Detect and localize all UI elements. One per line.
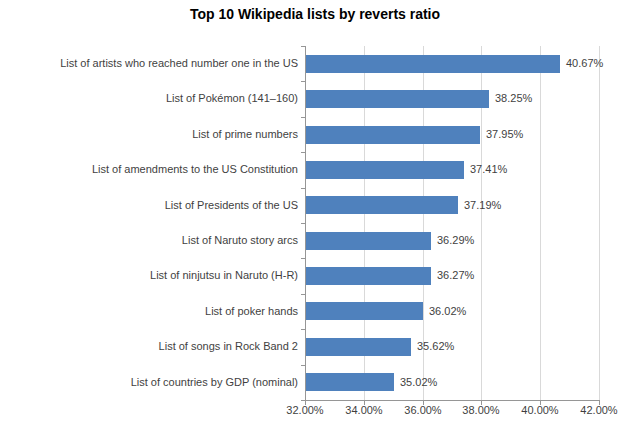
bar-chart: Top 10 Wikipedia lists by reverts ratio … (0, 0, 630, 429)
bar (306, 302, 423, 320)
x-tick-label: 40.00% (510, 404, 570, 416)
category-label: List of prime numbers (0, 117, 298, 152)
category-label: List of ninjutsu in Naruto (H-R) (0, 258, 298, 293)
category-label: List of artists who reached number one i… (0, 46, 298, 81)
x-tick-label: 38.00% (451, 404, 511, 416)
y-axis-tick (301, 329, 305, 330)
y-axis-tick (301, 258, 305, 259)
category-label: List of poker hands (0, 294, 298, 329)
value-label: 40.67% (566, 46, 603, 81)
y-axis-tick (301, 223, 305, 224)
category-label: List of songs in Rock Band 2 (0, 329, 298, 364)
y-axis-tick (301, 188, 305, 189)
bar (306, 161, 464, 179)
x-tick-label: 42.00% (569, 404, 629, 416)
bar (306, 196, 458, 214)
y-axis-tick (301, 117, 305, 118)
value-label: 36.02% (429, 294, 466, 329)
bar (306, 126, 480, 144)
bar (306, 373, 394, 391)
x-tick-label: 34.00% (334, 404, 394, 416)
x-tick-label: 36.00% (393, 404, 453, 416)
chart-title: Top 10 Wikipedia lists by reverts ratio (0, 6, 630, 22)
value-label: 36.29% (437, 223, 474, 258)
x-tick-label: 32.00% (275, 404, 335, 416)
value-label: 38.25% (495, 81, 532, 116)
y-axis-tick (301, 81, 305, 82)
value-label: 35.62% (417, 329, 454, 364)
value-label: 37.95% (486, 117, 523, 152)
y-axis-tick (301, 46, 305, 47)
category-label: List of amendments to the US Constitutio… (0, 152, 298, 187)
y-axis-tick (301, 152, 305, 153)
value-label: 36.27% (437, 258, 474, 293)
bar (306, 232, 431, 250)
category-label: List of Presidents of the US (0, 188, 298, 223)
value-label: 37.41% (470, 152, 507, 187)
bar (306, 90, 489, 108)
category-label: List of Pokémon (141–160) (0, 81, 298, 116)
category-label: List of countries by GDP (nominal) (0, 365, 298, 400)
category-label: List of Naruto story arcs (0, 223, 298, 258)
bar (306, 55, 560, 73)
value-label: 35.02% (400, 365, 437, 400)
bar (306, 267, 431, 285)
y-axis-tick (301, 294, 305, 295)
bar (306, 338, 411, 356)
value-label: 37.19% (464, 188, 501, 223)
y-axis-tick (301, 365, 305, 366)
